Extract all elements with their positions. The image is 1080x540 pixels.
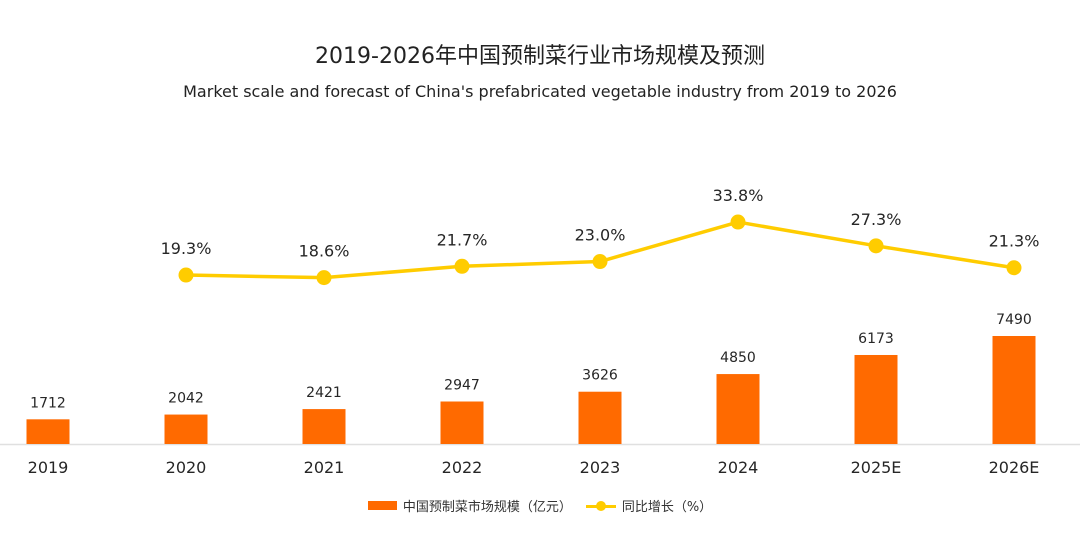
growth-label-2020: 19.3% xyxy=(161,239,212,258)
x-tick-label-2019: 2019 xyxy=(28,458,69,477)
x-tick-label-2023: 2023 xyxy=(580,458,621,477)
bar-label-2020: 2042 xyxy=(168,391,204,407)
growth-label-2024: 33.8% xyxy=(713,186,764,205)
growth-point-2026E xyxy=(1006,260,1022,276)
bar-2019 xyxy=(26,419,70,444)
legend-label-growth: 同比增长（%） xyxy=(621,500,713,515)
growth-label-2026E: 21.3% xyxy=(989,232,1040,251)
growth-point-2023 xyxy=(592,254,608,270)
growth-label-2023: 23.0% xyxy=(575,226,626,245)
bar-label-2023: 3626 xyxy=(582,368,618,384)
chart-subtitle: Market scale and forecast of China's pre… xyxy=(183,82,897,101)
bar-label-2025E: 6173 xyxy=(858,331,894,347)
legend-label-market-size: 中国预制菜市场规模（亿元） xyxy=(402,500,572,515)
legend: 中国预制菜市场规模（亿元） 同比增长（%） xyxy=(0,496,1080,515)
growth-point-2024 xyxy=(730,214,746,230)
bar-2023 xyxy=(578,391,622,444)
bar-label-2022: 2947 xyxy=(444,378,480,394)
x-tick-label-2026E: 2026E xyxy=(989,458,1040,477)
bar-label-2026E: 7490 xyxy=(996,312,1032,328)
growth-label-2021: 18.6% xyxy=(299,242,350,261)
bar-label-2019: 1712 xyxy=(30,395,66,411)
bar-2026E xyxy=(992,336,1036,444)
growth-point-2021 xyxy=(316,270,332,286)
bar-2025E xyxy=(854,354,898,444)
x-tick-label-2024: 2024 xyxy=(718,458,759,477)
growth-label-2022: 21.7% xyxy=(437,230,488,249)
x-tick-label-2022: 2022 xyxy=(442,458,483,477)
legend-item-growth: 同比增长（%） xyxy=(580,496,712,515)
growth-label-2025E: 27.3% xyxy=(851,210,902,229)
legend-bar-swatch xyxy=(367,501,397,510)
x-tick-label-2020: 2020 xyxy=(166,458,207,477)
legend-item-market-size: 中国预制菜市场规模（亿元） xyxy=(367,496,572,515)
bar-label-2021: 2421 xyxy=(306,385,342,401)
x-tick-label-2021: 2021 xyxy=(304,458,345,477)
growth-point-2022 xyxy=(454,258,470,274)
bar-2024 xyxy=(716,374,760,444)
growth-point-2025E xyxy=(868,238,884,254)
chart-title: 2019-2026年中国预制菜行业市场规模及预测 xyxy=(315,44,765,69)
growth-point-2020 xyxy=(178,267,194,283)
x-tick-label-2025E: 2025E xyxy=(851,458,902,477)
bar-2020 xyxy=(164,414,208,444)
legend-line-swatch xyxy=(585,500,616,512)
bar-2021 xyxy=(302,409,346,444)
bar-2022 xyxy=(440,401,484,444)
bar-label-2024: 4850 xyxy=(720,350,756,366)
